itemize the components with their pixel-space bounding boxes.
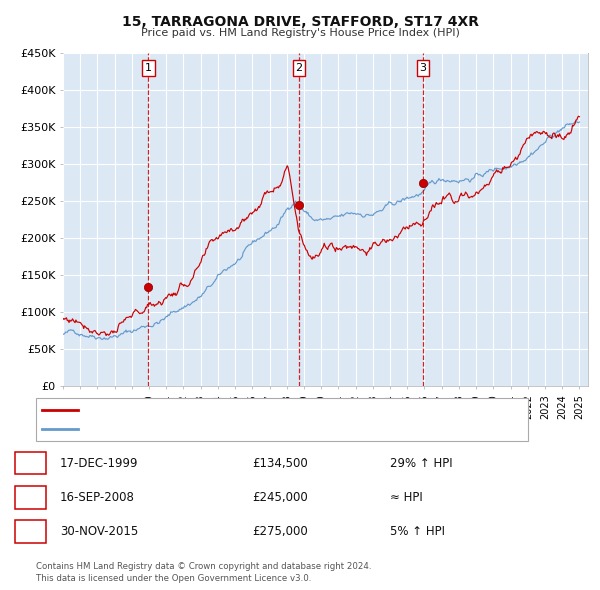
- Text: 29% ↑ HPI: 29% ↑ HPI: [390, 457, 452, 470]
- Text: ≈ HPI: ≈ HPI: [390, 491, 423, 504]
- Text: £275,000: £275,000: [252, 525, 308, 538]
- Text: 2: 2: [27, 491, 34, 504]
- Text: 1: 1: [145, 63, 152, 73]
- Text: 15, TARRAGONA DRIVE, STAFFORD, ST17 4XR: 15, TARRAGONA DRIVE, STAFFORD, ST17 4XR: [121, 15, 479, 29]
- Text: 3: 3: [419, 63, 427, 73]
- Text: Contains HM Land Registry data © Crown copyright and database right 2024.
This d: Contains HM Land Registry data © Crown c…: [36, 562, 371, 583]
- Text: 15, TARRAGONA DRIVE, STAFFORD, ST17 4XR (detached house): 15, TARRAGONA DRIVE, STAFFORD, ST17 4XR …: [87, 405, 419, 415]
- Text: 1: 1: [27, 457, 34, 470]
- Text: 16-SEP-2008: 16-SEP-2008: [60, 491, 135, 504]
- Text: £134,500: £134,500: [252, 457, 308, 470]
- Text: £245,000: £245,000: [252, 491, 308, 504]
- Text: 2: 2: [295, 63, 302, 73]
- Text: Price paid vs. HM Land Registry's House Price Index (HPI): Price paid vs. HM Land Registry's House …: [140, 28, 460, 38]
- Text: HPI: Average price, detached house, Stafford: HPI: Average price, detached house, Staf…: [87, 424, 322, 434]
- Text: 30-NOV-2015: 30-NOV-2015: [60, 525, 138, 538]
- Text: 17-DEC-1999: 17-DEC-1999: [60, 457, 139, 470]
- Text: 3: 3: [27, 525, 34, 538]
- Text: 5% ↑ HPI: 5% ↑ HPI: [390, 525, 445, 538]
